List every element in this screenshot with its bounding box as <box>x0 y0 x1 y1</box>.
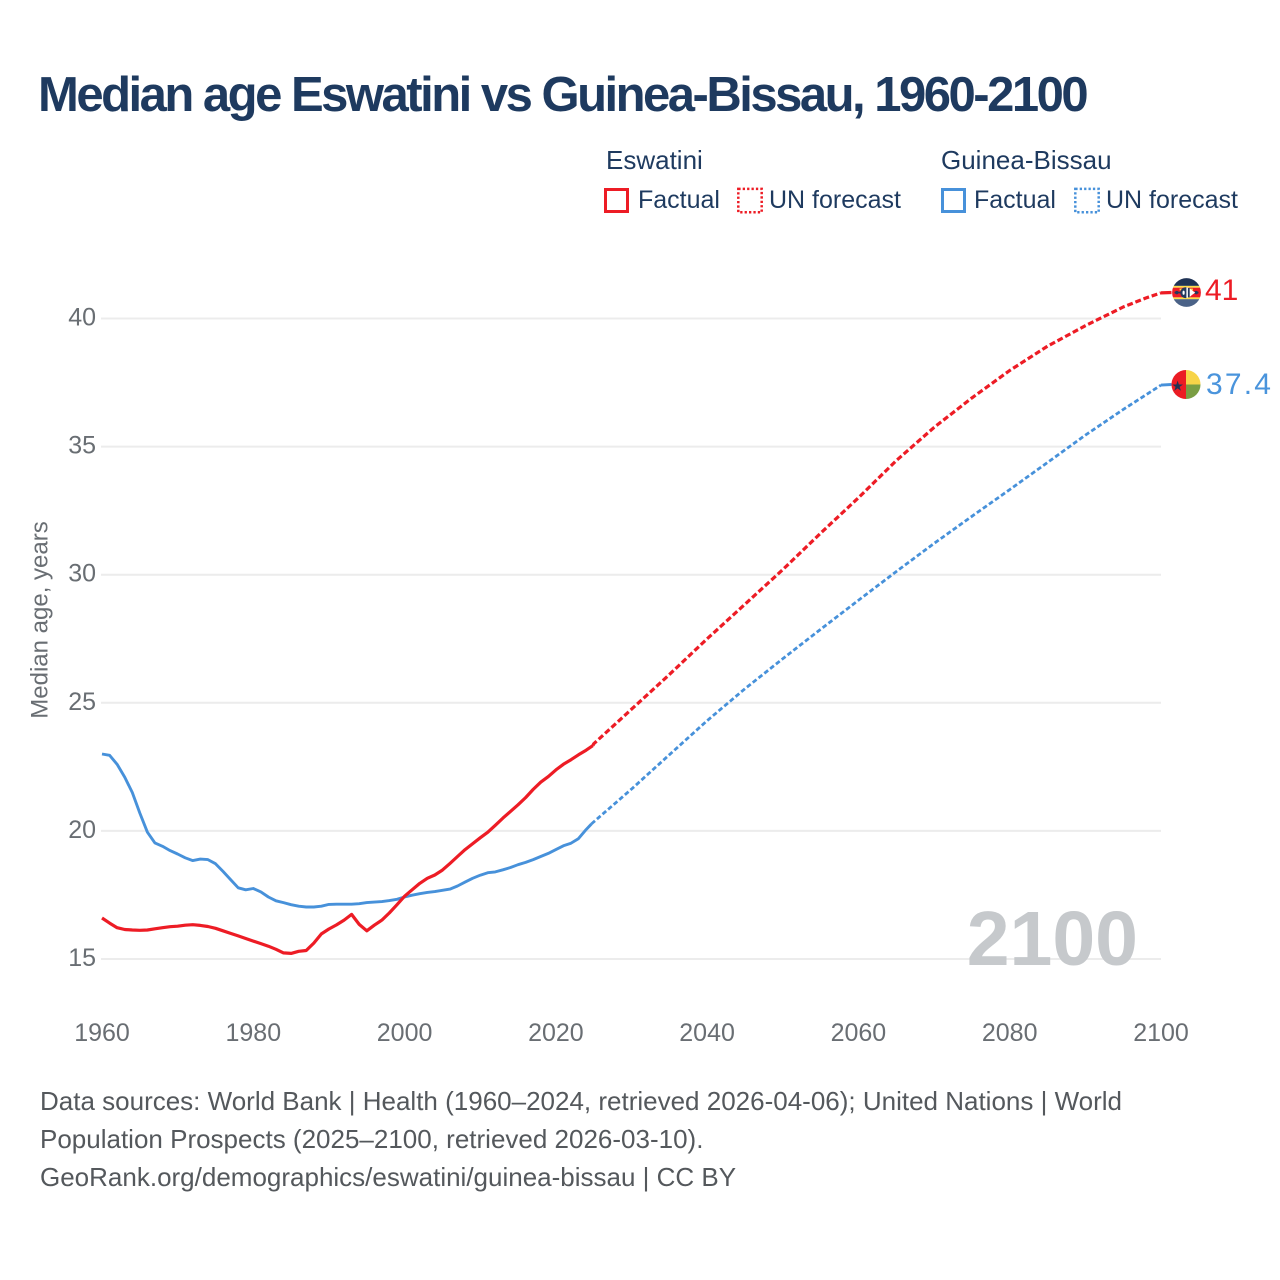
svg-text:25: 25 <box>68 688 96 716</box>
svg-text:2060: 2060 <box>831 1019 887 1047</box>
svg-text:1960: 1960 <box>74 1019 130 1047</box>
svg-text:2040: 2040 <box>679 1019 735 1047</box>
svg-text:35: 35 <box>68 432 96 460</box>
svg-text:2100: 2100 <box>1133 1019 1189 1047</box>
svg-text:2000: 2000 <box>377 1019 433 1047</box>
svg-text:37.4: 37.4 <box>1206 368 1273 401</box>
svg-text:40: 40 <box>68 304 96 332</box>
svg-text:2100: 2100 <box>967 896 1138 982</box>
svg-text:15: 15 <box>68 944 96 972</box>
svg-text:20: 20 <box>68 816 96 844</box>
svg-text:2020: 2020 <box>528 1019 584 1047</box>
svg-text:41: 41 <box>1205 274 1238 307</box>
svg-text:30: 30 <box>68 560 96 588</box>
svg-text:1980: 1980 <box>225 1019 281 1047</box>
svg-text:2080: 2080 <box>982 1019 1038 1047</box>
svg-text:Median age, years: Median age, years <box>27 521 54 718</box>
